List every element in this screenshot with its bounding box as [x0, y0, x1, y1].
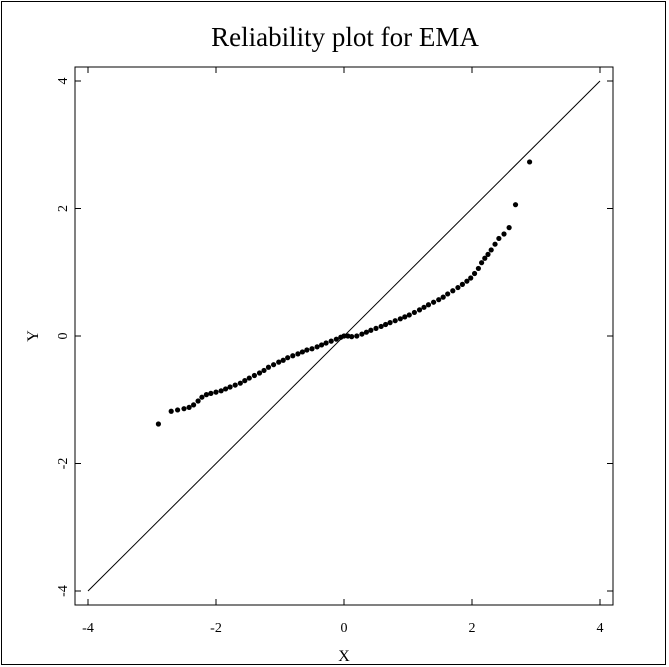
data-point: [181, 406, 187, 412]
data-point: [373, 325, 379, 331]
tick-labels: -4 -2 0 2 4 -4 -2 0 2 4: [56, 78, 604, 637]
x-axis-label: X: [338, 648, 350, 665]
data-point: [203, 392, 209, 398]
data-point: [455, 284, 461, 291]
data-point: [383, 321, 389, 328]
data-point: [341, 333, 347, 339]
data-point: [237, 380, 243, 386]
data-point: [349, 334, 355, 340]
data-point: [271, 362, 277, 368]
data-point: [155, 421, 161, 427]
data-point: [363, 329, 369, 335]
data-point: [411, 309, 417, 316]
data-point: [482, 255, 488, 261]
data-point: [488, 247, 494, 253]
data-point: [445, 291, 451, 297]
data-point: [304, 347, 310, 353]
data-points: [155, 159, 533, 427]
data-point: [450, 288, 456, 294]
data-point: [378, 323, 384, 330]
data-point: [168, 408, 174, 414]
y-tick-label: -4: [56, 585, 71, 597]
data-point: [354, 333, 360, 339]
x-tick-label: -2: [210, 621, 222, 636]
data-point: [261, 367, 267, 374]
data-point: [309, 346, 315, 352]
data-point: [464, 278, 470, 284]
data-point: [492, 241, 498, 247]
data-point: [290, 353, 296, 359]
data-point: [512, 202, 519, 208]
data-point: [359, 331, 365, 337]
data-point: [199, 394, 205, 400]
data-point: [475, 265, 481, 272]
data-point: [319, 342, 325, 348]
data-point: [328, 338, 334, 344]
data-point: [368, 327, 374, 333]
data-point: [242, 378, 248, 384]
y-tick-label: 0: [56, 333, 71, 340]
data-point: [416, 307, 423, 313]
data-point: [232, 382, 238, 388]
data-point: [218, 388, 224, 394]
data-point: [496, 235, 502, 242]
data-point: [191, 402, 197, 408]
data-point: [285, 355, 291, 361]
data-point: [195, 398, 201, 404]
data-point: [485, 251, 491, 257]
data-point: [256, 370, 263, 376]
data-point: [436, 297, 442, 303]
x-tick-label: 2: [469, 621, 476, 636]
data-point: [345, 333, 351, 339]
y-tick-label: 2: [56, 205, 71, 212]
x-tick-label: 4: [597, 621, 604, 636]
data-point: [276, 359, 282, 365]
data-point: [501, 231, 507, 237]
y-tick-label: -2: [56, 458, 71, 470]
data-point: [392, 318, 398, 324]
data-point: [421, 304, 427, 310]
data-point: [246, 375, 252, 381]
data-point: [402, 314, 408, 320]
data-point: [223, 386, 229, 392]
data-point: [397, 316, 403, 322]
data-point: [213, 389, 219, 395]
data-point: [295, 351, 301, 357]
data-point: [468, 275, 474, 281]
data-point: [506, 225, 512, 231]
data-point: [323, 340, 329, 346]
data-point: [186, 404, 192, 410]
axis-ticks: [75, 67, 613, 605]
y-tick-label: 4: [56, 78, 71, 85]
data-point: [459, 281, 465, 287]
data-point: [425, 302, 432, 308]
data-point: [280, 357, 286, 363]
data-point: [440, 294, 446, 300]
data-point: [299, 349, 305, 355]
data-point: [406, 312, 412, 318]
chart-title: Reliability plot for EMA: [211, 22, 479, 52]
data-point: [387, 320, 393, 326]
data-point: [251, 372, 257, 379]
data-point: [527, 159, 533, 165]
data-point: [208, 390, 214, 396]
x-tick-label: -4: [82, 621, 94, 636]
data-point: [175, 407, 181, 413]
data-point: [314, 344, 320, 350]
data-point: [227, 384, 233, 390]
data-point: [479, 260, 485, 266]
data-point: [471, 270, 478, 277]
data-point: [431, 299, 437, 305]
data-point: [333, 336, 339, 342]
y-axis-label: Y: [25, 330, 42, 342]
data-point: [265, 364, 272, 370]
x-tick-label: 0: [341, 621, 348, 636]
